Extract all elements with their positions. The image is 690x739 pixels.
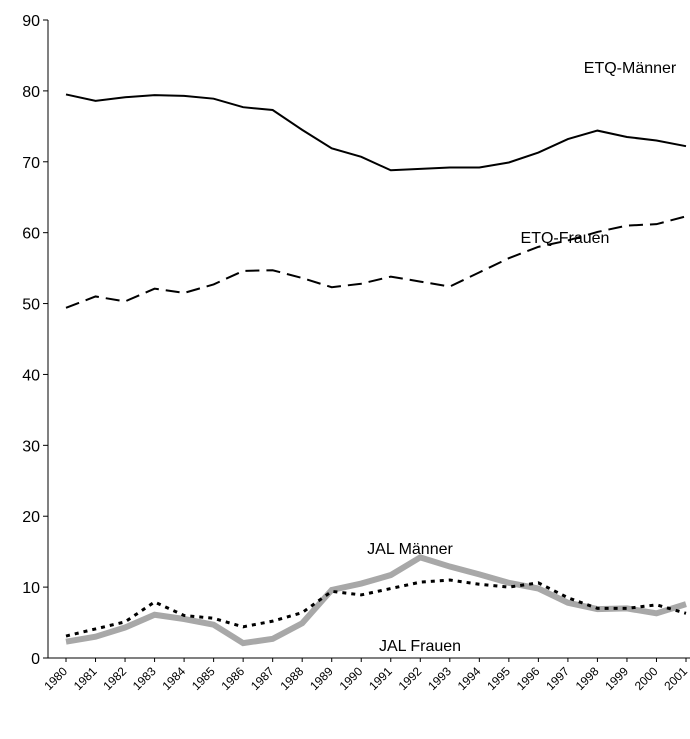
y-tick-label: 0 [31, 651, 40, 668]
y-tick-label: 90 [22, 13, 40, 30]
x-tick-label: 1981 [71, 664, 100, 693]
y-tick-label: 30 [22, 438, 40, 455]
x-tick-label: 1999 [602, 664, 631, 693]
x-tick-label: 1998 [573, 664, 602, 693]
series-label: ETQ-Männer [584, 60, 677, 77]
y-tick-label: 80 [22, 84, 40, 101]
x-tick-label: 1982 [100, 664, 129, 693]
x-tick-label: 1996 [514, 664, 543, 693]
x-tick-label: 1980 [41, 664, 70, 693]
x-tick-label: 1991 [366, 664, 395, 693]
x-tick-label: 1993 [425, 664, 454, 693]
x-tick-label: 1985 [189, 664, 218, 693]
series-label: JAL Männer [367, 541, 453, 558]
x-tick-label: 1988 [278, 664, 307, 693]
series-line [65, 215, 687, 309]
series-line [65, 93, 687, 172]
x-tick-label: 1984 [159, 664, 188, 693]
x-tick-label: 1992 [396, 664, 425, 693]
y-tick-label: 50 [22, 297, 40, 314]
x-tick-label: 1994 [455, 664, 484, 693]
x-tick-label: 1995 [484, 664, 513, 693]
series-label: ETQ-Frauen [521, 230, 610, 247]
y-tick-label: 70 [22, 155, 40, 172]
x-tick-label: 1987 [248, 664, 277, 693]
x-tick-label: 2001 [661, 664, 690, 693]
x-tick-label: 1986 [218, 664, 247, 693]
series-line [65, 554, 687, 647]
x-tick-label: 1983 [130, 664, 159, 693]
x-tick-label: 1997 [543, 664, 572, 693]
x-tick-label: 1989 [307, 664, 336, 693]
x-tick-label: 2000 [632, 664, 661, 693]
y-tick-label: 10 [22, 580, 40, 597]
series-label: JAL Frauen [379, 638, 461, 655]
x-tick-label: 1990 [337, 664, 366, 693]
y-tick-label: 20 [22, 509, 40, 526]
y-tick-label: 40 [22, 367, 40, 384]
y-tick-label: 60 [22, 226, 40, 243]
